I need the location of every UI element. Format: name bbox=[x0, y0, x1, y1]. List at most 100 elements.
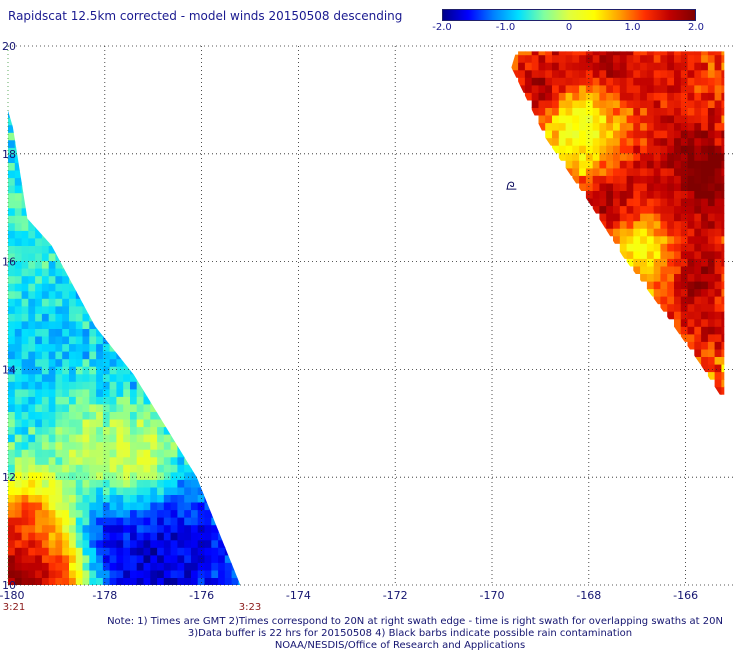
wind-difference-cell bbox=[62, 396, 70, 405]
wind-difference-cell bbox=[14, 351, 23, 360]
wind-difference-cell bbox=[660, 145, 668, 154]
wind-difference-cell bbox=[184, 577, 192, 586]
wind-difference-cell bbox=[667, 152, 675, 161]
wind-difference-cell bbox=[28, 275, 36, 284]
wind-difference-cell bbox=[62, 313, 70, 322]
wind-difference-cell bbox=[579, 51, 587, 56]
wind-difference-cell bbox=[28, 494, 36, 503]
wind-difference-cell bbox=[599, 77, 607, 86]
wind-difference-cell bbox=[163, 449, 172, 458]
wind-difference-cell bbox=[41, 403, 50, 412]
wind-difference-cell bbox=[585, 167, 594, 176]
wind-difference-cell bbox=[8, 449, 16, 458]
wind-difference-cell bbox=[613, 235, 621, 244]
wind-difference-cell bbox=[28, 532, 36, 541]
wind-difference-cell bbox=[558, 54, 567, 63]
wind-difference-cell bbox=[116, 547, 124, 556]
wind-difference-cell bbox=[646, 107, 655, 116]
wind-difference-cell bbox=[721, 190, 725, 199]
wind-difference-cell bbox=[653, 228, 662, 237]
wind-difference-cell bbox=[558, 152, 567, 161]
wind-difference-cell bbox=[89, 569, 97, 578]
wind-difference-cell bbox=[626, 107, 634, 116]
wind-difference-cell bbox=[646, 145, 655, 154]
wind-difference-cell bbox=[96, 532, 104, 541]
wind-difference-cell bbox=[626, 190, 634, 199]
wind-difference-cell bbox=[157, 494, 165, 503]
wind-difference-cell bbox=[197, 547, 206, 556]
wind-difference-cell bbox=[646, 130, 655, 139]
wind-difference-cell bbox=[69, 403, 77, 412]
wind-difference-cell bbox=[687, 326, 695, 335]
wind-difference-cell bbox=[55, 411, 63, 420]
wind-difference-cell bbox=[687, 69, 695, 78]
wind-difference-cell bbox=[721, 265, 725, 274]
wind-difference-cell bbox=[721, 51, 725, 56]
wind-difference-cell bbox=[524, 77, 533, 86]
wind-difference-cell bbox=[633, 54, 641, 63]
wind-difference-cell bbox=[626, 243, 634, 252]
wind-difference-cell bbox=[701, 137, 709, 146]
wind-difference-cell bbox=[197, 569, 206, 578]
wind-difference-cell bbox=[21, 562, 29, 571]
wind-difference-cell bbox=[552, 84, 560, 93]
wind-difference-cell bbox=[552, 137, 560, 146]
wind-difference-cell bbox=[606, 122, 614, 131]
wind-difference-cell bbox=[592, 198, 601, 207]
wind-difference-cell bbox=[55, 509, 63, 518]
wind-difference-cell bbox=[599, 51, 607, 56]
x-tick-label: -178 bbox=[92, 589, 117, 602]
wind-difference-cell bbox=[35, 328, 43, 337]
wind-difference-cell bbox=[35, 313, 43, 322]
wind-difference-cell bbox=[150, 456, 158, 465]
wind-difference-cell bbox=[21, 336, 29, 345]
wind-difference-cell bbox=[8, 290, 16, 299]
wind-difference-cell bbox=[170, 562, 178, 571]
wind-difference-cell bbox=[62, 577, 70, 586]
wind-difference-cell bbox=[565, 84, 573, 93]
wind-difference-cell bbox=[707, 213, 716, 222]
wind-difference-cell bbox=[116, 373, 124, 382]
wind-difference-cell bbox=[82, 351, 90, 360]
wind-difference-cell bbox=[75, 479, 84, 488]
wind-difference-cell bbox=[21, 554, 29, 563]
wind-difference-cell bbox=[48, 562, 57, 571]
wind-difference-cell bbox=[69, 577, 77, 586]
wind-difference-cell bbox=[640, 198, 648, 207]
wind-difference-cell bbox=[82, 547, 90, 556]
wind-difference-cell bbox=[640, 258, 648, 267]
wind-difference-cell bbox=[89, 358, 97, 367]
wind-difference-cell bbox=[680, 175, 689, 184]
wind-difference-cell bbox=[653, 190, 662, 199]
wind-difference-cell bbox=[157, 509, 165, 518]
wind-difference-cell bbox=[28, 464, 36, 473]
wind-difference-cell bbox=[48, 328, 57, 337]
wind-difference-cell bbox=[82, 305, 90, 314]
wind-difference-cell bbox=[674, 152, 682, 161]
wind-difference-cell bbox=[130, 403, 138, 412]
wind-difference-cell bbox=[130, 532, 138, 541]
wind-difference-cell bbox=[558, 122, 567, 131]
wind-difference-cell bbox=[41, 268, 50, 277]
wind-difference-cell bbox=[701, 62, 709, 71]
wind-difference-cell bbox=[116, 532, 124, 541]
wind-difference-cell bbox=[123, 449, 131, 458]
wind-difference-cell bbox=[518, 69, 526, 78]
wind-difference-cell bbox=[21, 351, 29, 360]
wind-difference-cell bbox=[48, 577, 57, 586]
wind-difference-cell bbox=[592, 122, 601, 131]
wind-difference-cell bbox=[8, 426, 16, 435]
wind-difference-cell bbox=[552, 77, 560, 86]
wind-difference-cell bbox=[701, 333, 709, 342]
wind-difference-cell bbox=[136, 426, 145, 435]
wind-difference-cell bbox=[35, 449, 43, 458]
wind-difference-cell bbox=[55, 517, 63, 526]
wind-difference-cell bbox=[130, 396, 138, 405]
wind-difference-cell bbox=[14, 283, 23, 292]
wind-difference-cell bbox=[721, 296, 725, 305]
wind-difference-cell bbox=[646, 250, 655, 259]
wind-difference-cell bbox=[653, 258, 662, 267]
wind-difference-cell bbox=[75, 320, 84, 329]
wind-difference-cell bbox=[653, 213, 662, 222]
wind-difference-cell bbox=[694, 190, 702, 199]
